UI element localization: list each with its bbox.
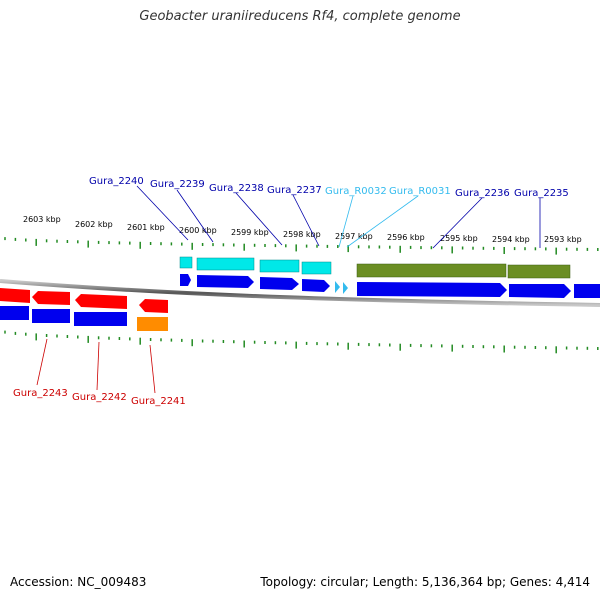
gene-label[interactable]: Gura_2240 — [89, 176, 144, 187]
gene-block-cyan[interactable] — [301, 261, 332, 275]
reverse-gene-track — [0, 288, 168, 313]
scale-ticks-bottom — [4, 330, 599, 354]
gene-arrow-red[interactable] — [75, 294, 127, 309]
gene-label[interactable]: Gura_2242 — [72, 392, 127, 403]
gene-label[interactable]: Gura_R0032 — [325, 186, 387, 197]
gene-label[interactable]: Gura_2237 — [267, 185, 322, 196]
gene-label[interactable]: Gura_2243 — [13, 388, 68, 399]
gene-arrow-red[interactable] — [0, 288, 30, 303]
genome-summary-text: Topology: circular; Length: 5,136,364 bp… — [260, 575, 590, 589]
top-gene-labels: Gura_2240 Gura_2239 Gura_2238 Gura_2237 … — [89, 176, 569, 199]
gene-arrow-blue[interactable] — [574, 284, 600, 298]
gene-arrow-blue[interactable] — [260, 277, 299, 290]
forward-gene-track — [180, 274, 600, 298]
gene-block-orange[interactable] — [137, 317, 168, 331]
gene-block-cyan[interactable] — [259, 259, 300, 273]
bottom-leader-lines — [36, 338, 156, 394]
scale-label: 2598 kbp — [283, 230, 321, 239]
gene-label[interactable]: Gura_2235 — [514, 188, 569, 199]
gene-arrow-cyan-small[interactable] — [343, 282, 348, 294]
scale-ticks-top — [4, 237, 599, 255]
scale-label: 2599 kbp — [231, 228, 269, 237]
scale-label: 2593 kbp — [544, 235, 582, 244]
gene-arrow-blue[interactable] — [357, 282, 507, 297]
genome-title: Geobacter uraniireducens Rf4, complete g… — [139, 9, 461, 24]
gene-label[interactable]: Gura_2241 — [131, 396, 186, 407]
rna-gene-track — [179, 256, 332, 275]
gene-label[interactable]: Gura_2239 — [150, 179, 205, 190]
gene-block-cyan[interactable] — [196, 257, 255, 271]
scale-label: 2603 kbp — [23, 215, 61, 224]
gene-block-blue[interactable] — [32, 309, 70, 323]
olive-feature-track — [356, 263, 571, 279]
lower-gene-track — [0, 306, 168, 331]
gene-block-cyan[interactable] — [179, 256, 193, 269]
gene-arrow-red[interactable] — [32, 291, 70, 305]
gene-arrow-red[interactable] — [139, 299, 168, 313]
scale-label: 2602 kbp — [75, 220, 113, 229]
accession-text: Accession: NC_009483 — [10, 575, 147, 589]
scale-label: 2600 kbp — [179, 226, 217, 235]
gene-label[interactable]: Gura_2238 — [209, 183, 264, 194]
scale-label: 2595 kbp — [440, 234, 478, 243]
gene-block-olive[interactable] — [507, 264, 571, 279]
scale-label: 2597 kbp — [335, 232, 373, 241]
genome-backbone — [0, 279, 600, 307]
gene-arrow-blue[interactable] — [180, 274, 191, 286]
gene-arrow-blue[interactable] — [197, 275, 254, 288]
gene-block-blue[interactable] — [0, 306, 29, 320]
bottom-gene-labels: Gura_2243 Gura_2242 Gura_2241 — [13, 388, 186, 407]
scale-label: 2601 kbp — [127, 223, 165, 232]
gene-arrow-cyan-small[interactable] — [335, 281, 340, 293]
scale-label: 2594 kbp — [492, 235, 530, 244]
gene-arrow-blue[interactable] — [302, 279, 330, 292]
gene-arrow-blue[interactable] — [509, 284, 571, 298]
scale-labels: 2603 kbp 2602 kbp 2601 kbp 2600 kbp 2599… — [23, 215, 582, 244]
gene-block-olive[interactable] — [356, 263, 507, 278]
gene-block-blue[interactable] — [74, 312, 127, 326]
gene-label[interactable]: Gura_R0031 — [389, 186, 451, 197]
gene-label[interactable]: Gura_2236 — [455, 188, 510, 199]
top-leader-lines — [136, 185, 541, 249]
scale-label: 2596 kbp — [387, 233, 425, 242]
